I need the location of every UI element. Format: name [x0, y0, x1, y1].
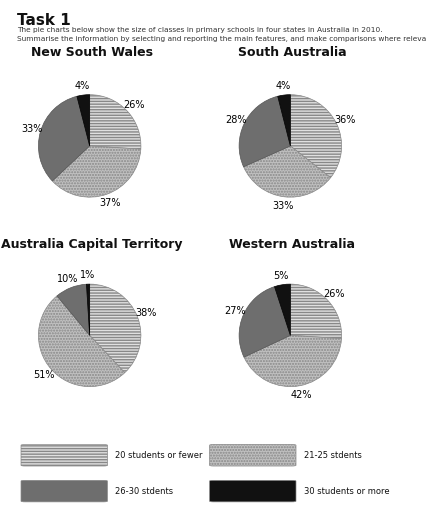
Text: Summarise the information by selecting and reporting the main features, and make: Summarise the information by selecting a… — [17, 36, 426, 42]
Text: 38%: 38% — [135, 308, 156, 318]
Text: 5%: 5% — [273, 271, 288, 281]
Text: 37%: 37% — [99, 198, 121, 208]
Text: The pie charts below show the size of classes in primary schools in four states : The pie charts below show the size of cl… — [17, 27, 382, 33]
Text: South Australia: South Australia — [238, 46, 346, 59]
Wedge shape — [77, 95, 89, 146]
Wedge shape — [86, 284, 89, 335]
Wedge shape — [239, 287, 290, 357]
FancyBboxPatch shape — [21, 480, 107, 502]
Text: Australia Capital Territory: Australia Capital Territory — [1, 238, 182, 251]
Text: 33%: 33% — [21, 124, 42, 134]
Text: 27%: 27% — [224, 306, 245, 316]
Wedge shape — [239, 96, 290, 167]
Wedge shape — [52, 146, 141, 197]
Wedge shape — [89, 95, 141, 149]
Wedge shape — [38, 296, 124, 387]
Text: Western Australia: Western Australia — [229, 238, 355, 251]
Wedge shape — [290, 284, 341, 338]
Text: 28%: 28% — [225, 115, 246, 124]
Text: 26-30 stdents: 26-30 stdents — [115, 486, 173, 496]
FancyBboxPatch shape — [209, 444, 295, 466]
Text: 26%: 26% — [323, 289, 344, 299]
Wedge shape — [243, 146, 330, 197]
Text: 51%: 51% — [34, 370, 55, 380]
Wedge shape — [89, 284, 141, 373]
Text: 4%: 4% — [275, 81, 290, 91]
FancyBboxPatch shape — [21, 444, 107, 466]
Text: 36%: 36% — [333, 115, 354, 124]
Text: 4%: 4% — [74, 81, 89, 91]
Text: 42%: 42% — [290, 390, 312, 400]
Text: Task 1: Task 1 — [17, 13, 71, 28]
Wedge shape — [290, 95, 341, 178]
Wedge shape — [57, 284, 89, 335]
Text: 1%: 1% — [80, 270, 95, 280]
Text: New South Wales: New South Wales — [31, 46, 153, 59]
Text: 20 students or fewer: 20 students or fewer — [115, 451, 202, 460]
Wedge shape — [277, 95, 290, 146]
Text: 30 students or more: 30 students or more — [303, 486, 389, 496]
Wedge shape — [274, 284, 290, 335]
FancyBboxPatch shape — [209, 480, 295, 502]
Text: 26%: 26% — [123, 99, 144, 110]
Wedge shape — [38, 96, 89, 181]
Text: 10%: 10% — [57, 274, 78, 284]
Text: 33%: 33% — [271, 201, 293, 211]
Wedge shape — [243, 335, 341, 387]
Text: 21-25 stdents: 21-25 stdents — [303, 451, 361, 460]
